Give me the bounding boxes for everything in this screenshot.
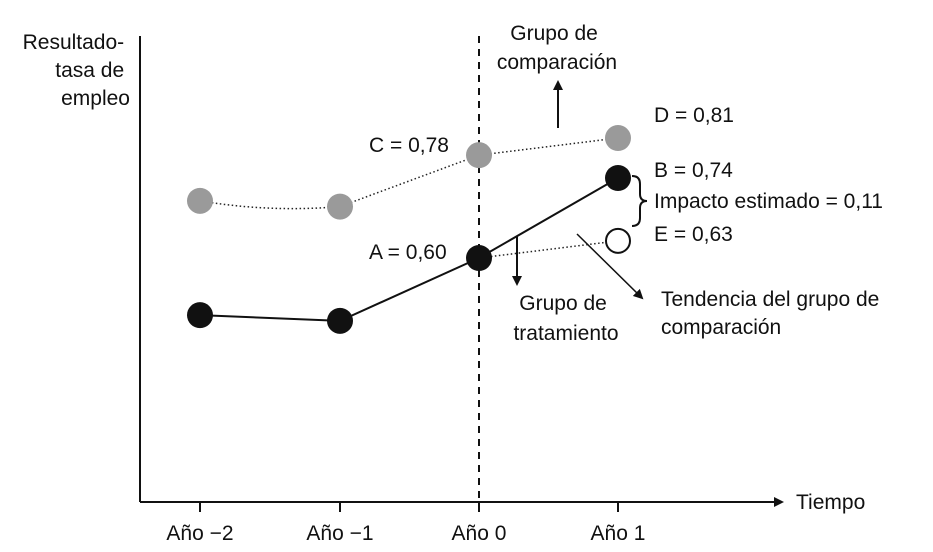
point-label-e: E = 0,63	[654, 223, 733, 246]
point-treatment-3	[605, 165, 631, 192]
counterfactual-trend-label-line-1: Tendencia del grupo de	[661, 288, 879, 311]
x-ticks: Año −2 Año −1 Año 0 Año 1	[166, 502, 645, 545]
comparison-group-label-line-1: Grupo de	[510, 22, 598, 45]
point-label-a: A = 0,60	[369, 241, 447, 264]
y-axis-label: Resultado- tasa de empleo	[23, 31, 130, 110]
point-comparison-0	[187, 187, 213, 214]
counterfactual-line	[478, 240, 619, 259]
treatment-group-label-line-2: tratamiento	[513, 322, 618, 345]
treatment-group-label-line-1: Grupo de	[519, 292, 607, 315]
comparison-group-label: Grupo de comparación	[497, 22, 617, 74]
y-axis-label-line-3: empleo	[61, 87, 130, 110]
point-label-b: B = 0,74	[654, 159, 733, 182]
point-label-d: D = 0,81	[654, 104, 734, 127]
impact-label: Impacto estimado = 0,11	[654, 190, 883, 213]
x-tick-label-0: Año −2	[166, 522, 233, 545]
counterfactual-trend-arrow	[576, 233, 644, 300]
point-treatment-1	[327, 307, 353, 334]
series-line-treatment	[199, 177, 619, 322]
point-treatment-2	[466, 245, 492, 271]
y-axis-label-line-1: Resultado-	[23, 31, 125, 54]
x-tick-label-2: Año 0	[452, 522, 507, 545]
y-axis-label-line-2: tasa de	[55, 59, 124, 82]
treatment-group-label: Grupo de tratamiento	[513, 292, 618, 345]
point-counterfactual-e	[605, 227, 631, 254]
impact-brace	[631, 175, 648, 227]
counterfactual-trend-label: Tendencia del grupo de comparación	[661, 288, 885, 339]
data-points	[187, 125, 631, 334]
point-comparison-2	[466, 142, 492, 169]
counterfactual-trend-label-line-2: comparación	[661, 316, 781, 339]
point-comparison-3	[605, 125, 631, 152]
x-tick-label-3: Año 1	[591, 522, 646, 545]
point-treatment-0	[187, 302, 213, 329]
x-tick-label-1: Año −1	[306, 522, 373, 545]
annotations: Grupo de comparación Grupo de tratamient…	[369, 22, 885, 345]
point-comparison-1	[327, 193, 353, 220]
x-axis-label: Tiempo	[796, 491, 865, 514]
point-label-c: C = 0,78	[369, 134, 449, 157]
comparison-group-label-line-2: comparación	[497, 51, 617, 74]
